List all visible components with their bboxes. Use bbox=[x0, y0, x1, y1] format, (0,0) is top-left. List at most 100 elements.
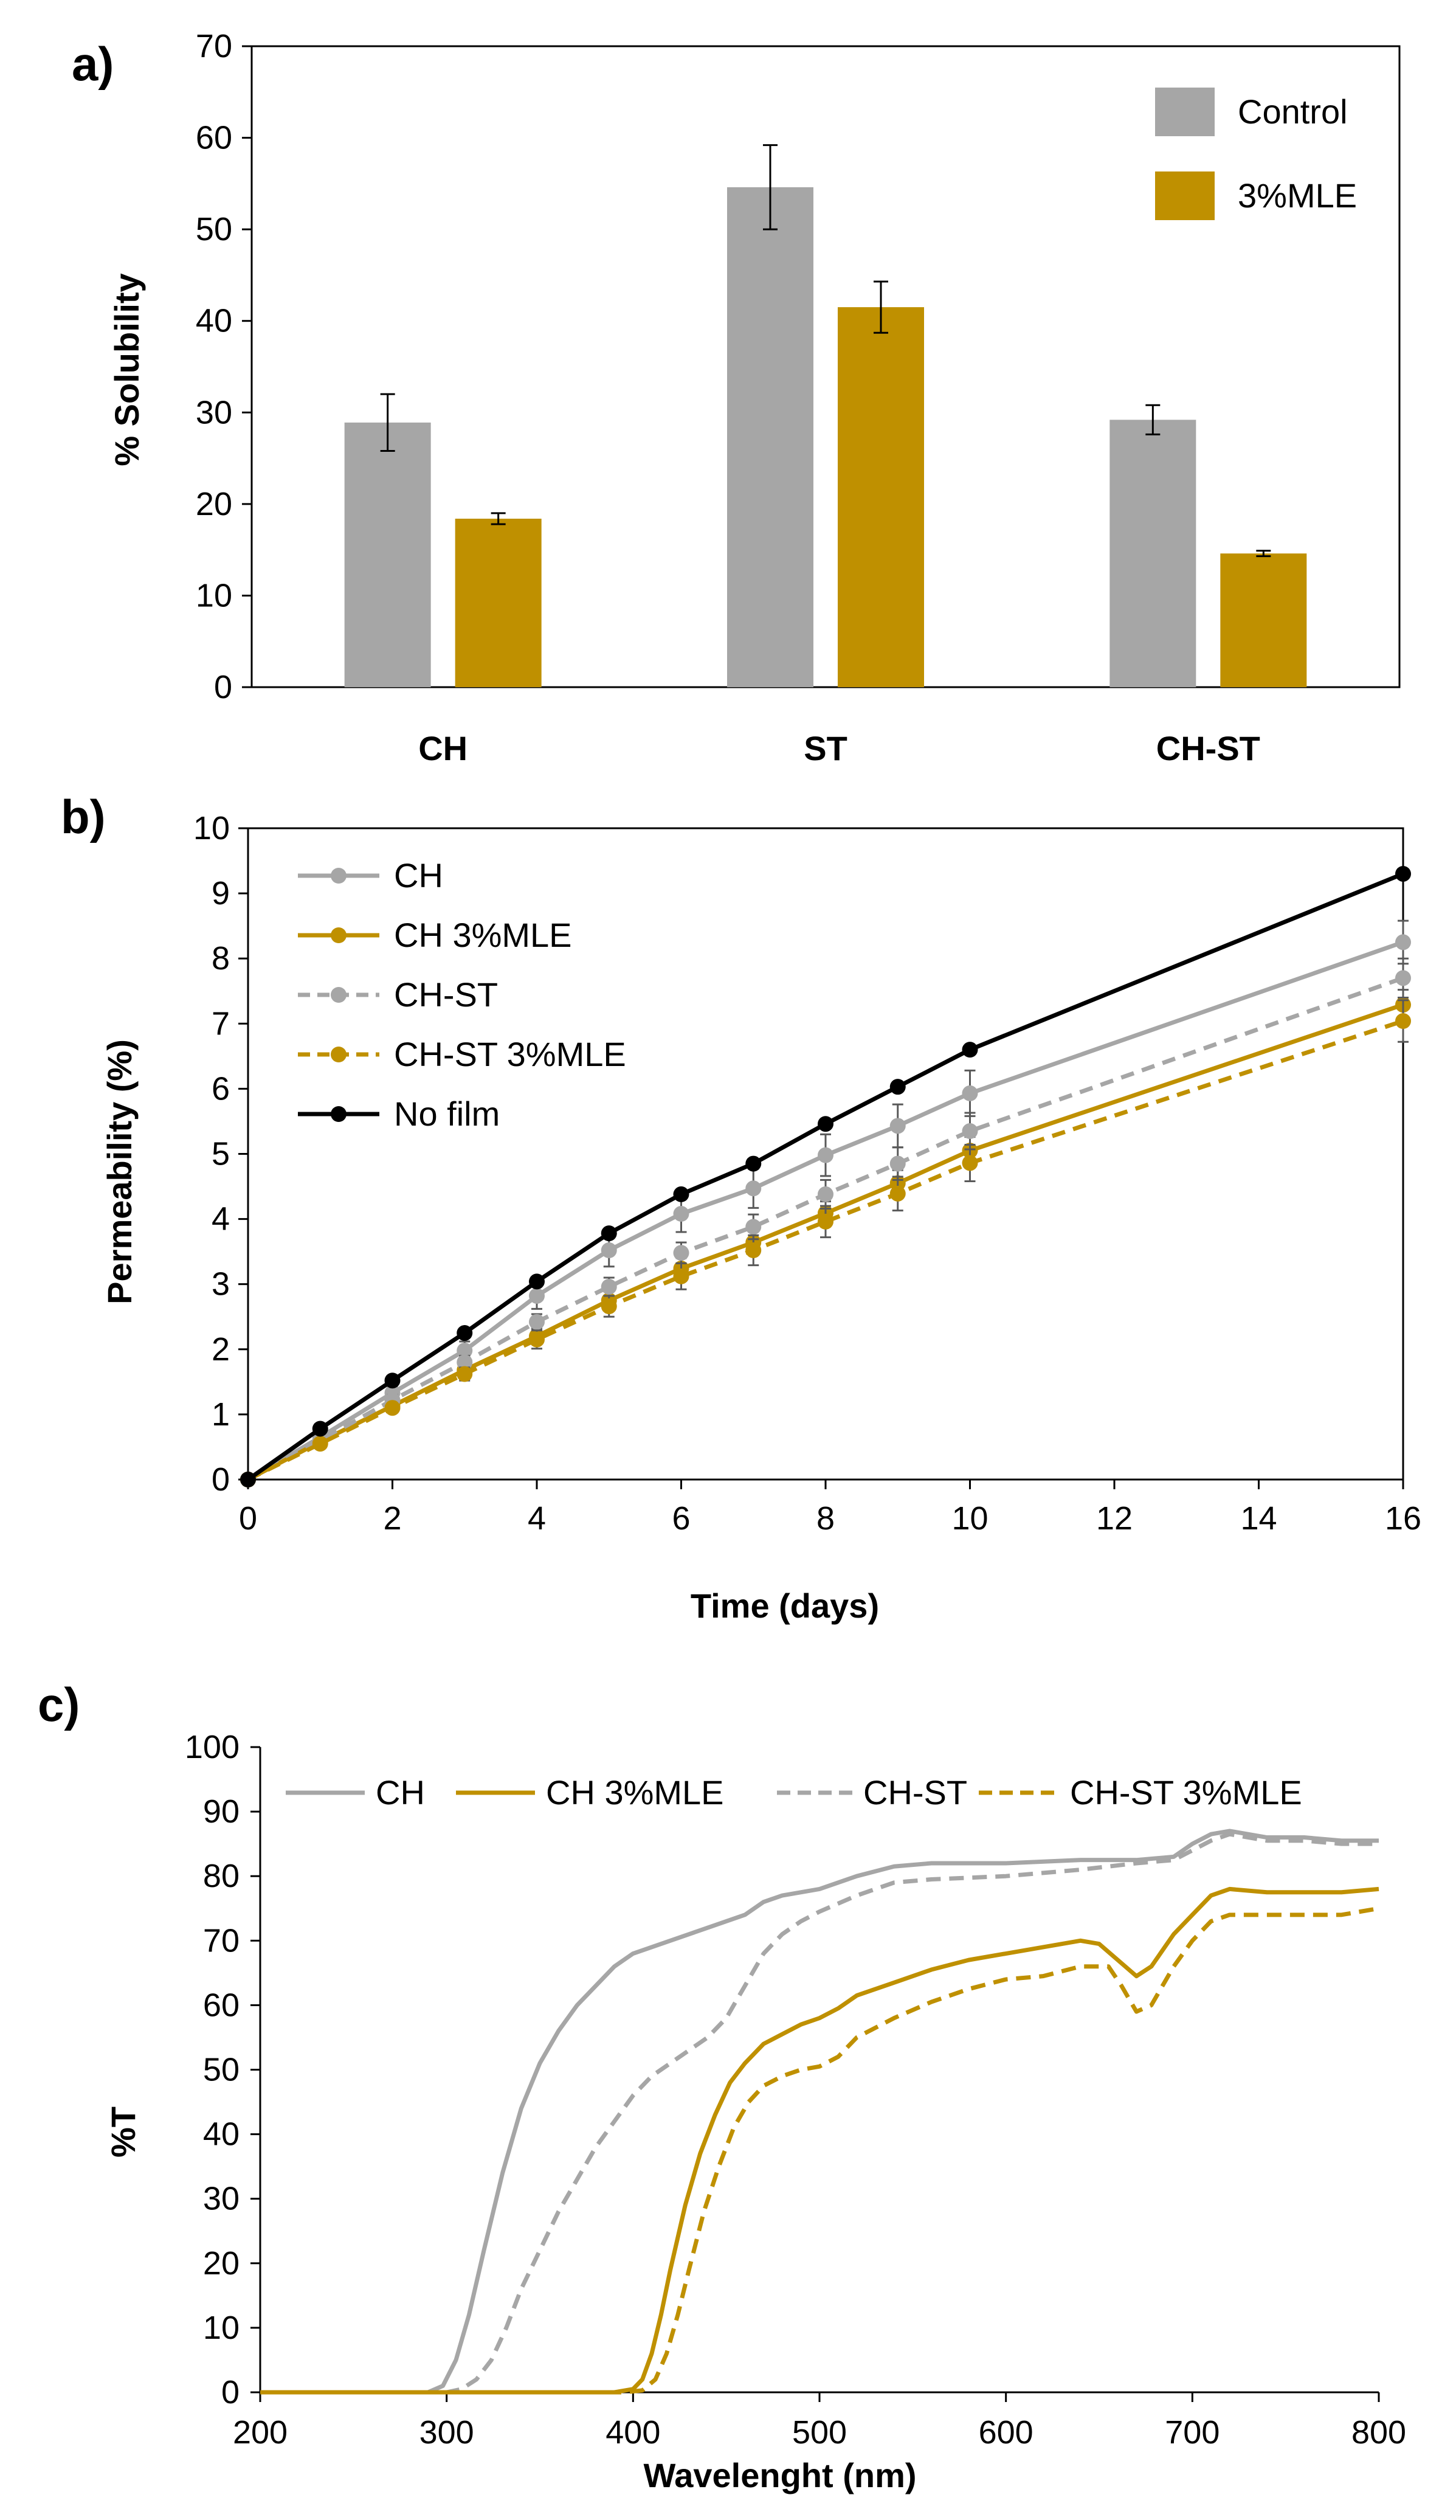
solubility-bar bbox=[727, 187, 813, 687]
transmittance-y-tick-label: 50 bbox=[203, 2052, 240, 2088]
transmittance-series-line bbox=[260, 1832, 1379, 2395]
transmittance-x-axis-title: Wavelenght (nm) bbox=[643, 2456, 916, 2494]
solubility-bar bbox=[344, 422, 431, 687]
solubility-y-tick-label: 70 bbox=[196, 28, 232, 64]
permeability-data-point bbox=[889, 1079, 906, 1095]
permeability-y-tick-label: 10 bbox=[193, 810, 230, 846]
permeability-legend-marker bbox=[331, 927, 347, 943]
permeability-x-tick-label: 4 bbox=[528, 1500, 546, 1537]
permeability-data-point bbox=[818, 1213, 833, 1230]
panel-a-label: a) bbox=[72, 37, 114, 91]
transmittance-y-tick-label: 40 bbox=[203, 2116, 240, 2153]
transmittance-y-tick-label: 60 bbox=[203, 1987, 240, 2023]
transmittance-series-line bbox=[260, 1829, 1379, 2395]
permeability-data-point bbox=[384, 1372, 401, 1389]
permeability-y-tick-label: 9 bbox=[212, 875, 230, 912]
permeability-y-tick-label: 5 bbox=[212, 1136, 230, 1172]
permeability-series-line bbox=[246, 871, 1404, 1481]
solubility-legend-label: 3%MLE bbox=[1238, 176, 1357, 215]
solubility-y-tick-label: 20 bbox=[196, 486, 232, 522]
permeability-y-axis-title: Permeability (%) bbox=[100, 1039, 139, 1304]
permeability-data-point bbox=[745, 1242, 762, 1259]
transmittance-x-tick-label: 700 bbox=[1165, 2414, 1220, 2451]
transmittance-series-line bbox=[260, 1906, 1379, 2395]
permeability-data-point bbox=[529, 1273, 545, 1290]
permeability-data-point bbox=[601, 1298, 617, 1315]
permeability-y-tick-label: 4 bbox=[212, 1201, 230, 1238]
permeability-y-tick-label: 8 bbox=[212, 940, 230, 977]
transmittance-y-tick-label: 70 bbox=[203, 1922, 240, 1959]
permeability-data-point bbox=[457, 1342, 473, 1359]
permeability-data-point bbox=[240, 1472, 256, 1487]
solubility-bar bbox=[838, 307, 924, 688]
solubility-y-tick-label: 40 bbox=[196, 303, 232, 339]
permeability-data-point bbox=[889, 1155, 906, 1172]
permeability-data-point bbox=[889, 1118, 906, 1134]
permeability-data-point bbox=[745, 1180, 762, 1197]
permeability-line-chart: b) Permeability (%) Time (days) 01234567… bbox=[61, 790, 1421, 1625]
solubility-category-label: CH-ST bbox=[1156, 729, 1260, 767]
permeability-legend-label: No film bbox=[394, 1095, 500, 1133]
permeability-data-point bbox=[601, 1278, 617, 1295]
permeability-data-point bbox=[962, 1123, 978, 1140]
permeability-data-point bbox=[457, 1325, 473, 1341]
transmittance-legend-label: CH 3%MLE bbox=[546, 1773, 724, 1812]
permeability-legend-marker bbox=[331, 1106, 347, 1122]
solubility-category-label: ST bbox=[804, 729, 847, 767]
permeability-data-point bbox=[1395, 970, 1411, 986]
solubility-bar bbox=[455, 518, 542, 687]
permeability-data-point bbox=[312, 1421, 328, 1437]
permeability-data-point bbox=[457, 1366, 473, 1382]
permeability-data-point bbox=[312, 1436, 328, 1452]
transmittance-x-tick-label: 300 bbox=[419, 2414, 474, 2451]
permeability-legend-marker bbox=[331, 1047, 347, 1062]
transmittance-y-tick-label: 100 bbox=[185, 1729, 240, 1765]
permeability-x-tick-label: 14 bbox=[1240, 1500, 1277, 1537]
solubility-y-tick-label: 30 bbox=[196, 394, 232, 431]
transmittance-y-tick-label: 0 bbox=[221, 2374, 240, 2411]
permeability-data-point bbox=[962, 1042, 978, 1058]
panel-b-label: b) bbox=[61, 790, 106, 843]
permeability-x-tick-label: 2 bbox=[383, 1500, 401, 1537]
permeability-data-point bbox=[601, 1225, 617, 1242]
permeability-legend-label: CH-ST bbox=[394, 975, 498, 1014]
permeability-data-point bbox=[1395, 1013, 1411, 1030]
transmittance-y-tick-label: 90 bbox=[203, 1793, 240, 1830]
permeability-x-tick-label: 6 bbox=[672, 1500, 690, 1537]
permeability-y-tick-label: 6 bbox=[212, 1070, 230, 1107]
permeability-y-tick-label: 1 bbox=[212, 1396, 230, 1433]
permeability-data-point bbox=[673, 1206, 689, 1222]
transmittance-legend-label: CH-ST 3%MLE bbox=[1070, 1773, 1302, 1812]
solubility-y-tick-label: 10 bbox=[196, 577, 232, 614]
transmittance-series-line bbox=[260, 1886, 1379, 2395]
permeability-y-tick-label: 7 bbox=[212, 1005, 230, 1042]
transmittance-x-tick-label: 600 bbox=[979, 2414, 1033, 2451]
permeability-series-line bbox=[247, 976, 1404, 1482]
permeability-data-point bbox=[1395, 865, 1411, 882]
transmittance-x-tick-label: 500 bbox=[792, 2414, 847, 2451]
solubility-y-tick-label: 60 bbox=[196, 120, 232, 156]
solubility-plot-frame bbox=[250, 45, 1401, 688]
permeability-x-tick-label: 16 bbox=[1385, 1500, 1421, 1537]
permeability-data-point bbox=[962, 1155, 978, 1171]
transmittance-y-tick-label: 10 bbox=[203, 2310, 240, 2346]
solubility-category-label: CH bbox=[418, 729, 468, 767]
permeability-data-point bbox=[529, 1287, 545, 1304]
permeability-data-point bbox=[745, 1155, 762, 1172]
permeability-series-line bbox=[247, 1019, 1404, 1482]
transmittance-legend-label: CH-ST bbox=[863, 1773, 967, 1812]
solubility-legend-swatch bbox=[1155, 171, 1215, 220]
solubility-y-tick-label: 50 bbox=[196, 211, 232, 248]
solubility-bar bbox=[1109, 420, 1196, 687]
permeability-data-point bbox=[1395, 934, 1411, 950]
transmittance-plot-area: 0 10 20 30 40 50 60 70 80 90 100 200 300 400 500 600 700… bbox=[185, 1729, 1406, 2451]
permeability-data-point bbox=[818, 1116, 833, 1132]
permeability-data-point bbox=[457, 1354, 473, 1371]
transmittance-x-tick-label: 200 bbox=[233, 2414, 288, 2451]
permeability-legend-marker bbox=[331, 987, 347, 1003]
permeability-legend-label: CH 3%MLE bbox=[394, 916, 572, 954]
permeability-legend-label: CH bbox=[394, 856, 443, 895]
permeability-legend-label: CH-ST 3%MLE bbox=[394, 1035, 626, 1073]
